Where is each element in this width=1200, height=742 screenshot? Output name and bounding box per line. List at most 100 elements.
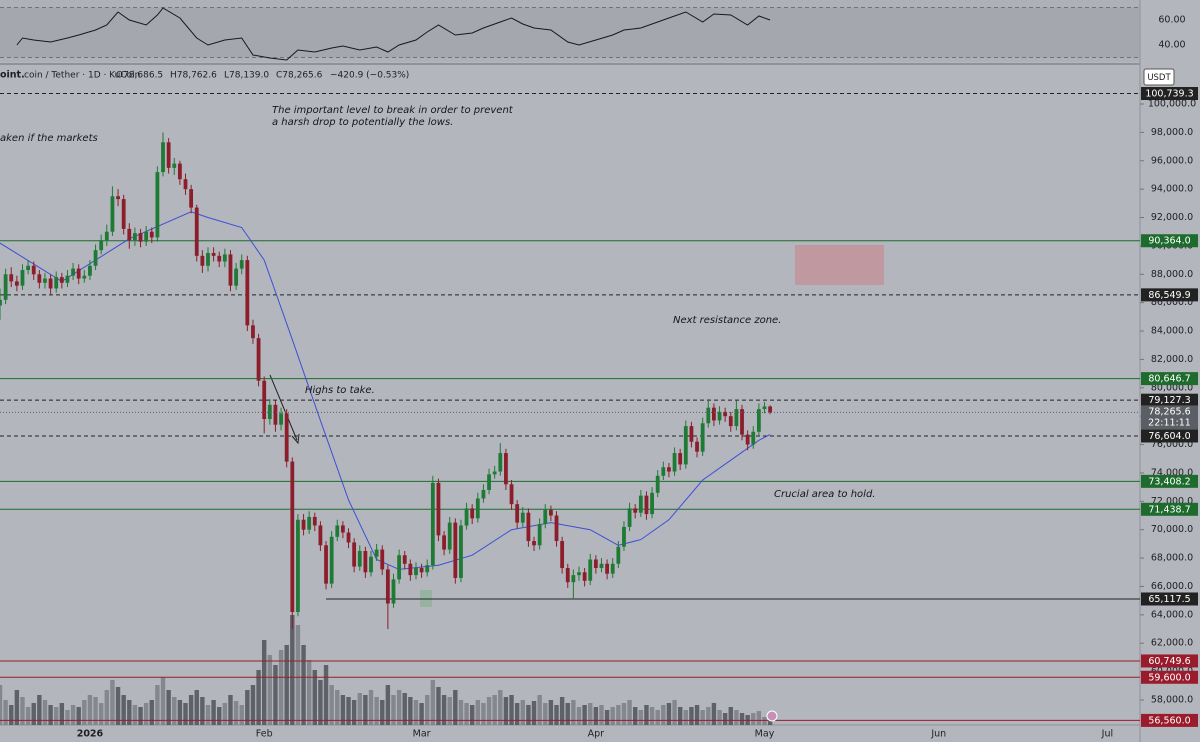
- candle-body: [121, 199, 126, 229]
- candle-body: [548, 509, 553, 516]
- candle-body: [183, 179, 188, 190]
- volume-bar: [391, 695, 396, 725]
- volume-bar: [312, 670, 317, 725]
- moving-average: [0, 211, 771, 570]
- candle-body: [200, 255, 205, 266]
- volume-bar: [396, 690, 402, 725]
- candle-body: [31, 265, 36, 275]
- volume-bar: [571, 700, 576, 725]
- candle-body: [481, 489, 486, 499]
- candle-body: [76, 268, 81, 279]
- candle-body: [667, 467, 671, 472]
- candle-body: [37, 274, 42, 283]
- last-price-box: [1141, 405, 1198, 430]
- candle-body: [543, 509, 548, 525]
- candle-body: [425, 565, 430, 573]
- rsi-layer: [0, 7, 1140, 61]
- volume-bar: [469, 705, 475, 725]
- candle-body: [695, 441, 699, 452]
- volume-bar: [588, 703, 593, 725]
- volume-bar: [87, 695, 93, 725]
- candle-body: [565, 568, 570, 583]
- candle-body: [633, 508, 638, 513]
- candle-body: [127, 228, 132, 241]
- volume-bar: [70, 705, 76, 725]
- candle-body: [453, 522, 458, 578]
- ohlc-low: L78,139.0: [224, 71, 269, 81]
- volume-bar: [762, 717, 767, 725]
- level-box: [1141, 87, 1198, 101]
- volume-bar: [155, 685, 160, 725]
- candle-body: [54, 277, 59, 289]
- level-label: 73,408.2: [1148, 476, 1190, 487]
- candle-body: [9, 274, 14, 282]
- candle-body: [706, 407, 711, 424]
- volume-bar: [211, 700, 216, 725]
- volume-bar: [413, 700, 419, 725]
- volume-bar: [453, 690, 458, 725]
- candle-body: [189, 189, 194, 208]
- volume-bar: [82, 700, 87, 725]
- candle-body: [357, 550, 362, 567]
- volume-bar: [335, 690, 340, 725]
- volume-bar: [621, 703, 627, 725]
- y-tick-label: 62,000.0: [1151, 638, 1193, 649]
- volume-bar: [655, 710, 660, 725]
- level-box: [1141, 654, 1198, 668]
- level-label: 60,749.6: [1148, 656, 1190, 667]
- volume-bar: [132, 705, 138, 725]
- volume-bar: [616, 705, 621, 725]
- candle-body: [318, 525, 323, 546]
- candle-body: [459, 525, 463, 578]
- candle-body: [211, 252, 216, 256]
- level-label: 86,549.9: [1148, 290, 1190, 301]
- volume-bar: [98, 703, 104, 725]
- volume-bar: [385, 685, 391, 725]
- ohlc-change: −420.9 (−0.53%): [330, 71, 409, 81]
- volume-bar: [559, 697, 565, 725]
- volume-bar: [666, 703, 672, 725]
- volume-bar: [672, 700, 677, 725]
- candle-body: [267, 404, 272, 420]
- volume-bar: [734, 710, 739, 725]
- x-tick-label: Feb: [256, 729, 273, 740]
- volume-bar: [149, 700, 154, 725]
- candle-body: [133, 233, 137, 241]
- volume-bar: [683, 710, 688, 725]
- candle-body: [655, 475, 660, 493]
- volume-bar: [65, 710, 70, 725]
- y-tick-label: 92,000.0: [1151, 212, 1193, 223]
- volume-bar: [756, 711, 762, 725]
- annotation: oint.: [0, 70, 25, 81]
- candle-body: [588, 559, 593, 581]
- level-label: 71,438.7: [1148, 504, 1190, 515]
- volume-bar: [458, 700, 464, 725]
- candle-body: [239, 260, 244, 269]
- volume-bar: [340, 695, 346, 725]
- volume-bar: [200, 697, 205, 725]
- candle-body: [312, 516, 317, 526]
- volume-bar: [301, 645, 306, 725]
- countdown: 22:11:11: [1148, 417, 1191, 428]
- y-tick-label: 64,000.0: [1151, 609, 1193, 620]
- volume-bar: [363, 695, 368, 725]
- volume-bar: [256, 670, 261, 725]
- candle-body: [149, 231, 154, 238]
- y-tick-label: 100,000.0: [1148, 99, 1196, 110]
- rsi-tick-label: 40.00: [1158, 40, 1185, 51]
- candle-body: [661, 467, 666, 476]
- candle-body: [340, 525, 345, 533]
- volume-bar: [722, 713, 728, 725]
- volume-bar: [138, 707, 143, 725]
- candle-body: [397, 555, 402, 580]
- volume-bar: [531, 701, 537, 725]
- candle-body: [728, 416, 733, 427]
- volume-bar: [194, 690, 199, 725]
- volume-bar: [576, 707, 582, 725]
- candle-body: [346, 532, 351, 543]
- x-tick-label: Jun: [930, 729, 946, 740]
- ohlc-high: H78,762.6: [170, 71, 217, 81]
- volume-bar: [503, 697, 509, 725]
- volume-bar: [306, 660, 312, 725]
